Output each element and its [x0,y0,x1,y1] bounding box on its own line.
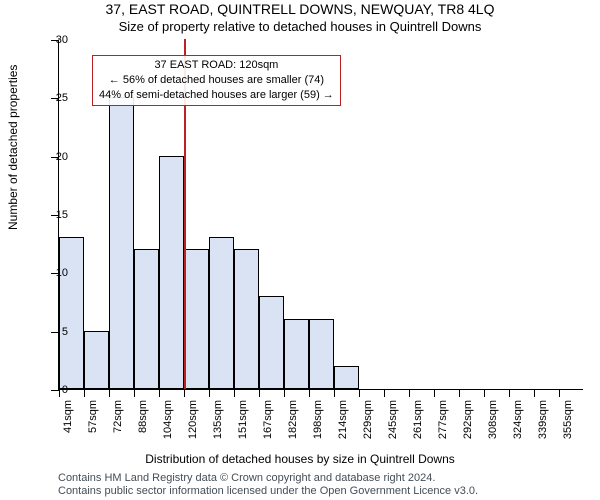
x-tick [384,389,385,397]
y-tick-label: 25 [56,92,68,104]
histogram-bar [134,249,159,389]
histogram-bar [159,156,184,389]
x-tick-label: 120sqm [187,400,199,444]
callout-box: 37 EAST ROAD: 120sqm ← 56% of detached h… [92,55,341,106]
histogram-bar [59,237,84,389]
x-tick [209,389,210,397]
x-tick [409,389,410,397]
x-tick-label: 355sqm [562,400,574,444]
y-tick [51,390,59,391]
x-tick [134,389,135,397]
histogram-bar [284,319,309,389]
y-tick-label: 10 [56,267,68,279]
histogram-bar [234,249,259,389]
callout-line-1: 37 EAST ROAD: 120sqm [99,58,334,73]
x-tick [84,389,85,397]
x-tick-label: 151sqm [237,400,249,444]
x-tick-label: 339sqm [537,400,549,444]
y-tick-label: 20 [56,151,68,163]
x-tick-label: 182sqm [287,400,299,444]
x-tick [234,389,235,397]
x-tick [334,389,335,397]
x-tick-label: 261sqm [412,400,424,444]
x-tick-label: 277sqm [437,400,449,444]
x-tick-label: 88sqm [137,400,149,444]
x-tick [509,389,510,397]
callout-line-3: 44% of semi-detached houses are larger (… [99,88,334,103]
y-tick-label: 30 [56,34,68,46]
x-tick [484,389,485,397]
x-axis-label: Distribution of detached houses by size … [0,452,600,466]
histogram-bar [259,296,284,389]
x-tick-label: 214sqm [337,400,349,444]
x-tick-label: 57sqm [87,400,99,444]
histogram-bar [84,331,109,389]
attribution-line-1: Contains HM Land Registry data © Crown c… [58,472,478,485]
histogram-bar [109,97,134,389]
x-tick-label: 167sqm [262,400,274,444]
y-tick-label: 0 [62,384,68,396]
x-tick [309,389,310,397]
x-tick-label: 135sqm [212,400,224,444]
y-tick-label: 5 [62,326,68,338]
y-axis-label: Number of detached properties [6,65,20,230]
callout-line-2: ← 56% of detached houses are smaller (74… [99,73,334,88]
histogram-bar [184,249,209,389]
x-tick-label: 245sqm [387,400,399,444]
x-tick [534,389,535,397]
chart-title-description: Size of property relative to detached ho… [0,19,600,34]
chart-title-address: 37, EAST ROAD, QUINTRELL DOWNS, NEWQUAY,… [0,1,600,17]
x-tick-label: 308sqm [487,400,499,444]
x-tick-label: 41sqm [62,400,74,444]
histogram-bar [309,319,334,389]
y-tick [51,332,59,333]
x-tick-label: 198sqm [312,400,324,444]
y-tick-label: 15 [56,209,68,221]
x-tick-label: 229sqm [362,400,374,444]
x-tick [434,389,435,397]
x-tick [284,389,285,397]
x-tick [109,389,110,397]
x-tick [184,389,185,397]
x-tick [559,389,560,397]
histogram-bar [209,237,234,389]
x-tick [159,389,160,397]
x-tick-label: 104sqm [162,400,174,444]
x-tick [259,389,260,397]
attribution-line-2: Contains public sector information licen… [58,485,478,498]
x-tick-label: 292sqm [462,400,474,444]
x-tick-label: 72sqm [112,400,124,444]
x-tick [359,389,360,397]
histogram-bar [334,366,359,389]
x-tick [59,389,60,397]
x-tick-label: 324sqm [512,400,524,444]
attribution-text: Contains HM Land Registry data © Crown c… [58,472,478,498]
x-tick [459,389,460,397]
